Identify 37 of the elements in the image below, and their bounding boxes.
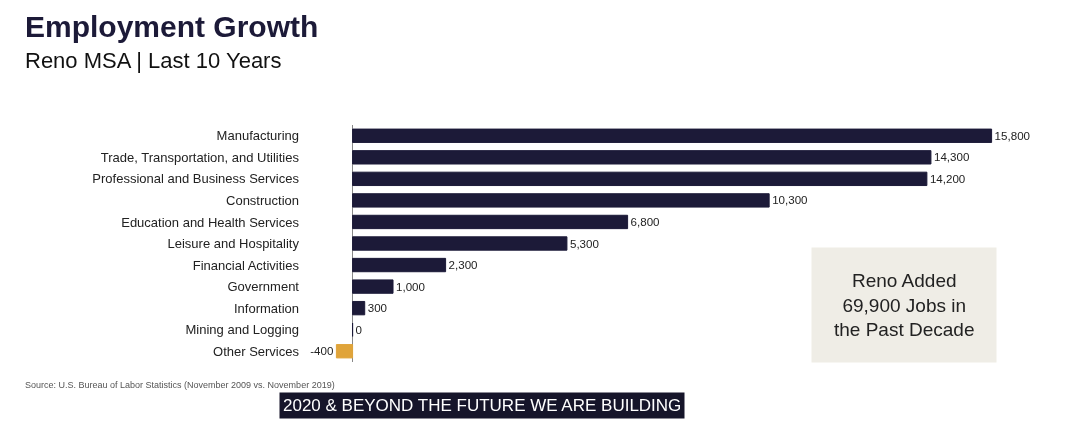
data-label: 14,300 xyxy=(933,151,970,164)
data-label: 10,300 xyxy=(772,194,808,207)
y-tick-label: Professional and Business Services xyxy=(92,171,300,187)
bar xyxy=(352,193,770,208)
bar xyxy=(335,344,354,359)
data-label: 5,300 xyxy=(569,237,599,250)
data-label: 0 xyxy=(355,323,363,336)
y-tick-label: Manufacturing xyxy=(216,128,299,144)
y-tick-label: Education and Health Services xyxy=(121,214,300,230)
bar xyxy=(352,236,568,251)
data-label: 14,200 xyxy=(929,172,966,185)
bar xyxy=(352,300,366,316)
source-note: Source: U.S. Bureau of Labor Statistics (November 2009 vs. November 2019) xyxy=(25,380,335,390)
data-label: 2,300 xyxy=(448,259,478,272)
annotation: Reno Added 69,900 Jobs in the Past Decade xyxy=(834,270,975,341)
data-label: -400 xyxy=(310,345,334,358)
y-tick-label: Construction xyxy=(226,192,299,208)
bar xyxy=(352,257,447,273)
y-tick-label: Government xyxy=(227,279,300,295)
y-tick-label: Trade, Transportation, and Utilities xyxy=(100,149,300,165)
y-tick-label: Leisure and Hospitality xyxy=(167,236,300,252)
bar xyxy=(352,150,932,165)
y-tick-label: Information xyxy=(233,300,299,316)
text: 2020 & BEYOND THE FUTURE WE ARE BUILDING xyxy=(283,396,682,415)
data-label: 300 xyxy=(367,302,388,315)
y-tick-label: Mining and Logging xyxy=(185,322,299,338)
text: Reno MSA | Last 10 Years xyxy=(25,48,282,73)
y-tick-label: Financial Activities xyxy=(192,257,300,273)
data-label: 15,800 xyxy=(994,129,1030,142)
y-tick-label: Other Services xyxy=(213,343,300,359)
bar xyxy=(352,128,993,143)
bar xyxy=(352,214,629,230)
data-label: 6,800 xyxy=(630,215,660,228)
bar xyxy=(352,171,928,187)
chart-title: Employment Growth xyxy=(25,10,319,43)
data-label: 1,000 xyxy=(396,280,425,293)
bar xyxy=(352,279,394,294)
